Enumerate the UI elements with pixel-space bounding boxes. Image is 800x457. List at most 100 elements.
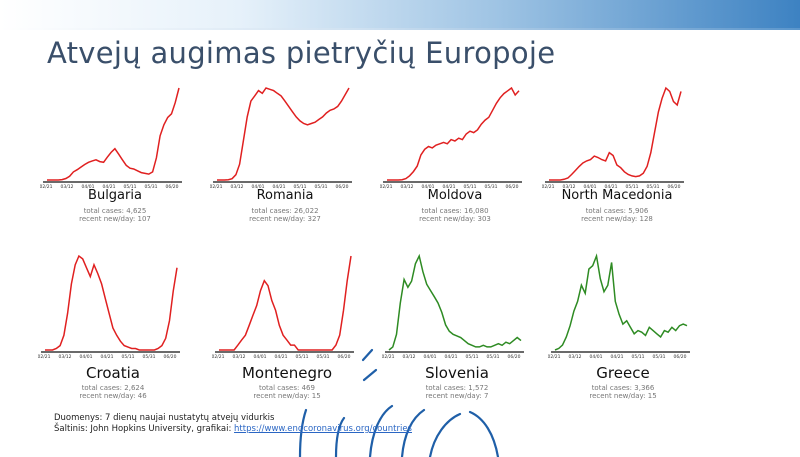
x-tick-label: 03/12 (403, 354, 416, 360)
x-tick-label: 05/11 (466, 354, 479, 360)
x-tick-label: 05/31 (653, 354, 666, 360)
x-tick-label: 04/21 (275, 354, 288, 360)
series-line (549, 86, 682, 181)
x-tick-label: 04/21 (101, 354, 114, 360)
x-tick-label: 05/31 (647, 184, 660, 190)
series-line (554, 253, 688, 351)
x-tick-label: 04/21 (445, 354, 458, 360)
x-tick-label: 04/01 (584, 184, 597, 190)
x-tick-label: 04/01 (252, 184, 265, 190)
x-tick-label: 04/01 (82, 184, 95, 190)
x-tick-label: 05/11 (626, 184, 639, 190)
x-tick-label: 04/01 (424, 354, 437, 360)
country-name: Croatia (86, 364, 140, 382)
x-tick-label: 03/12 (569, 354, 582, 360)
x-tick-label: 06/20 (338, 354, 351, 360)
x-tick-label: 06/20 (166, 184, 179, 190)
recent-per-day-stat: recent new/day: 107 (79, 215, 151, 223)
series-line (219, 255, 352, 351)
x-tick-label: 02/21 (212, 354, 225, 360)
footer-source: Šaltinis: John Hopkins University, grafi… (54, 424, 412, 434)
x-tick-label: 04/01 (254, 354, 267, 360)
country-name: Bulgaria (88, 188, 142, 203)
country-name: Slovenia (425, 364, 489, 382)
x-tick-label: 05/11 (632, 354, 645, 360)
x-tick-label: 06/20 (668, 184, 681, 190)
total-cases-stat: total cases: 4,625 (83, 207, 147, 215)
recent-per-day-stat: recent new/day: 327 (249, 215, 321, 223)
x-tick-label: 03/12 (61, 184, 74, 190)
series-line (388, 253, 522, 351)
x-tick-label: 05/31 (485, 184, 498, 190)
chart-panel: 02/21 03/12 04/01 04/21 05/11 05/31 06/20 Slov… (382, 250, 532, 420)
chart-panel: 02/21 03/12 04/01 04/21 05/11 05/31 06/20 Croa… (38, 250, 188, 420)
chart-svg: 02/21 03/12 04/01 04/21 05/11 05/31 06/20 (40, 87, 182, 190)
chart-panel: 02/21 03/12 04/01 04/21 05/11 05/31 06/20 Nort… (542, 82, 692, 252)
footer-data-note: Duomenys: 7 dienų naujai nustatytų atvej… (54, 413, 275, 423)
source-link[interactable]: https://www.endcoronavirus.org/countries (234, 424, 412, 434)
x-tick-label: 06/20 (508, 354, 521, 360)
x-tick-label: 05/11 (464, 184, 477, 190)
x-tick-label: 04/21 (273, 184, 286, 190)
x-tick-label: 06/20 (336, 184, 349, 190)
recent-per-day-stat: recent new/day: 46 (79, 392, 147, 400)
chart-svg: 02/21 03/12 04/01 04/21 05/11 05/31 06/20 (548, 253, 690, 360)
series-line (45, 254, 178, 351)
country-name: North Macedonia (561, 188, 673, 203)
x-tick-label: 03/12 (233, 354, 246, 360)
chart-panel: 02/21 03/12 04/01 04/21 05/11 05/31 06/20 Bulg… (40, 82, 190, 252)
recent-per-day-stat: recent new/day: 303 (419, 215, 491, 223)
chart-svg: 02/21 03/12 04/01 04/21 05/11 05/31 06/20 (212, 255, 354, 360)
chart-panel: 02/21 03/12 04/01 04/21 05/11 05/31 06/20 Gree… (548, 250, 698, 420)
total-cases-stat: total cases: 469 (259, 384, 315, 392)
country-name: Greece (596, 364, 650, 382)
x-tick-label: 04/21 (611, 354, 624, 360)
country-name: Romania (256, 188, 314, 203)
chart-panel: 02/21 03/12 04/01 04/21 05/11 05/31 06/20 Mold… (380, 82, 530, 252)
x-tick-label: 04/01 (590, 354, 603, 360)
series-line (387, 86, 520, 181)
series-line (217, 87, 350, 181)
x-tick-label: 04/21 (443, 184, 456, 190)
total-cases-stat: total cases: 2,624 (81, 384, 145, 392)
series-line (47, 87, 180, 181)
header-stripe (0, 28, 800, 30)
total-cases-stat: total cases: 5,906 (585, 207, 649, 215)
country-name: Moldova (427, 188, 483, 203)
chart-svg: 02/21 03/12 04/01 04/21 05/11 05/31 06/20 (542, 86, 684, 190)
x-tick-label: 02/21 (40, 184, 53, 190)
total-cases-stat: total cases: 16,080 (421, 207, 489, 215)
x-tick-label: 02/21 (548, 354, 561, 360)
x-tick-label: 02/21 (38, 354, 51, 360)
x-tick-label: 02/21 (210, 184, 223, 190)
x-tick-label: 05/11 (124, 184, 137, 190)
total-cases-stat: total cases: 3,366 (591, 384, 655, 392)
x-tick-label: 02/21 (382, 354, 395, 360)
x-tick-label: 05/31 (143, 354, 156, 360)
x-tick-label: 06/20 (506, 184, 519, 190)
x-tick-label: 05/31 (315, 184, 328, 190)
slide-title: Atvejų augimas pietryčių Europoje (47, 36, 556, 70)
x-tick-label: 04/21 (103, 184, 116, 190)
chart-svg: 02/21 03/12 04/01 04/21 05/11 05/31 06/20 (210, 87, 352, 190)
x-tick-label: 04/21 (605, 184, 618, 190)
x-tick-label: 05/11 (122, 354, 135, 360)
footer-note: Duomenys: 7 dienų naujai nustatytų atvej… (54, 413, 412, 435)
x-tick-label: 05/31 (317, 354, 330, 360)
chart-panel: 02/21 03/12 04/01 04/21 05/11 05/31 06/20 Roma… (210, 82, 360, 252)
header-banner (0, 0, 800, 28)
x-tick-label: 02/21 (380, 184, 393, 190)
x-tick-label: 03/12 (59, 354, 72, 360)
x-tick-label: 06/20 (674, 354, 687, 360)
x-tick-label: 05/31 (487, 354, 500, 360)
x-tick-label: 03/12 (231, 184, 244, 190)
recent-per-day-stat: recent new/day: 15 (589, 392, 657, 400)
total-cases-stat: total cases: 1,572 (425, 384, 489, 392)
x-tick-label: 06/20 (164, 354, 177, 360)
chart-svg: 02/21 03/12 04/01 04/21 05/11 05/31 06/20 (38, 254, 180, 360)
x-tick-label: 05/11 (294, 184, 307, 190)
x-tick-label: 04/01 (80, 354, 93, 360)
country-name: Montenegro (241, 364, 332, 382)
x-tick-label: 04/01 (422, 184, 435, 190)
